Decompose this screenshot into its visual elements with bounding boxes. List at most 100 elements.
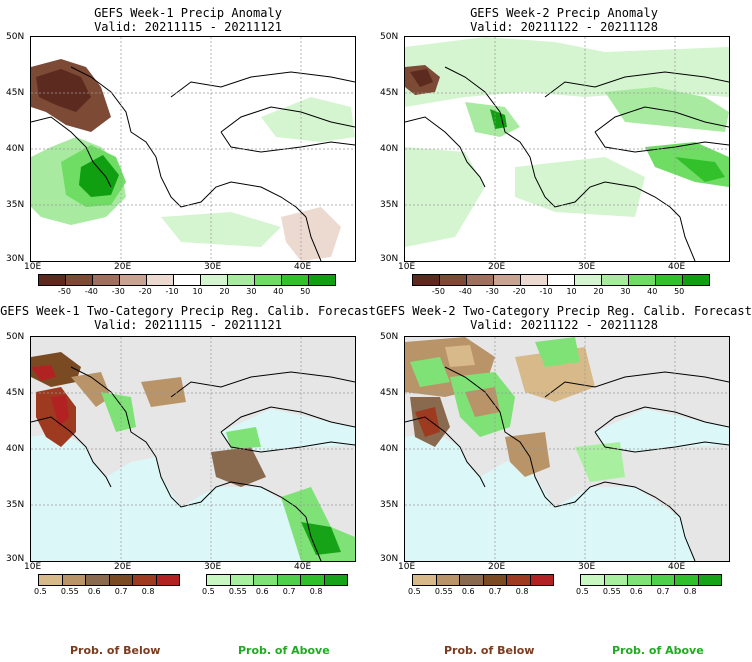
colorbar-tick-label: 0.55 [60,587,79,596]
probability-map-week1 [30,336,356,562]
colorbar-swatch [460,575,484,585]
colorbar-swatch [120,275,147,285]
colorbar-swatch [133,575,157,585]
colorbar-swatch [254,575,278,585]
colorbar-tick-label: 0.6 [629,587,643,596]
colorbar-swatch [174,275,201,285]
colorbar-tick-label: -20 [512,287,526,296]
colorbar-tick-label: 0.8 [141,587,155,596]
colorbar-tick-label: 30 [246,287,257,296]
colorbar-tick-label: 0.5 [202,587,215,596]
colorbar-swatch [324,575,347,585]
lon-label: 20E [114,562,132,572]
colorbar-swatch [628,575,652,585]
colorbar-swatch [39,275,66,285]
lon-label: 20E [488,562,506,572]
panel-title: GEFS Week-2 Two-Category Precip Reg. Cal… [376,304,752,318]
lon-label: 30E [204,262,222,272]
panel-valid-dates: Valid: 20211122 - 20211128 [470,20,658,34]
colorbar-swatch [530,575,553,585]
lat-label: 35N [6,500,25,510]
anomaly-map-week2 [404,36,730,262]
lat-label: 45N [380,388,399,398]
colorbar-swatch [507,575,531,585]
above-colorbar [580,574,722,586]
lon-label: 40E [668,262,686,272]
colorbar-swatch [629,275,656,285]
panel-valid-dates: Valid: 20211122 - 20211128 [470,318,658,332]
lat-label: 40N [380,444,399,454]
colorbar-tick-label: 0.55 [228,587,247,596]
colorbar-swatch [62,575,86,585]
colorbar-tick-label: 10 [192,287,203,296]
prob-above-label: Prob. of Above [238,644,330,657]
colorbar-tick-label: 20 [593,287,604,296]
lat-label: 35N [380,200,399,210]
lat-label: 30N [380,554,399,564]
below-colorbar [38,574,180,586]
colorbar-swatch [66,275,93,285]
colorbar-tick-label: 0.5 [408,587,421,596]
colorbar-tick-label: 0.6 [87,587,101,596]
lat-label: 45N [6,388,25,398]
panel-week1-anomaly: GEFS Week-1 Precip Anomaly Valid: 202111… [0,0,376,300]
lon-label: 30E [578,262,596,272]
prob-above-label: Prob. of Above [612,644,704,657]
lat-label: 45N [6,88,25,98]
colorbar-swatch [39,575,63,585]
colorbar-swatch [93,275,120,285]
lon-label: 40E [668,562,686,572]
colorbar-swatch [201,275,228,285]
lon-label: 10E [398,562,416,572]
colorbar-tick-label: 0.6 [255,587,269,596]
colorbar-tick-label: 50 [674,287,685,296]
colorbar-swatch [228,275,255,285]
panel-title: GEFS Week-1 Two-Category Precip Reg. Cal… [0,304,376,318]
colorbar-swatch [230,575,254,585]
colorbar-swatch [255,275,282,285]
map-canvas [31,37,355,261]
colorbar-tick-label: -50 [431,287,445,296]
lon-label: 10E [24,562,42,572]
colorbar-tick-label: -30 [485,287,499,296]
prob-below-label: Prob. of Below [444,644,535,657]
colorbar-tick-label: 0.7 [656,587,670,596]
colorbar-tick-label: 0.7 [114,587,128,596]
colorbar-swatch [548,275,575,285]
lat-label: 40N [6,144,25,154]
lat-label: 40N [6,444,25,454]
colorbar-tick-label: 20 [219,287,230,296]
colorbar-swatch [413,275,440,285]
colorbar-tick-label: -50 [57,287,71,296]
colorbar-tick-label: 50 [300,287,311,296]
colorbar-tick-label: 0.6 [461,587,475,596]
map-canvas [405,37,729,261]
probability-map-week2 [404,336,730,562]
colorbar-swatch [494,275,521,285]
colorbar-swatch [440,275,467,285]
colorbar-tick-label: 0.8 [515,587,529,596]
colorbar-swatch [436,575,460,585]
lat-label: 30N [6,254,25,264]
colorbar-tick-label: -40 [458,287,472,296]
lat-label: 50N [6,332,25,342]
colorbar-swatch [651,575,675,585]
map-canvas [405,337,729,561]
anomaly-map-week1 [30,36,356,262]
colorbar-swatch [309,275,335,285]
lon-label: 10E [24,262,42,272]
panel-title: GEFS Week-1 Precip Anomaly [94,6,282,20]
colorbar-swatch [109,575,133,585]
colorbar-swatch [413,575,437,585]
colorbar-swatch [467,275,494,285]
colorbar-tick-label: 0.8 [309,587,323,596]
colorbar-swatch [521,275,548,285]
colorbar-swatch [698,575,721,585]
map-canvas [31,337,355,561]
lat-label: 35N [380,500,399,510]
lat-label: 30N [6,554,25,564]
colorbar-swatch [483,575,507,585]
colorbar-tick-label: 0.8 [683,587,697,596]
below-colorbar [412,574,554,586]
colorbar-swatch [581,575,605,585]
